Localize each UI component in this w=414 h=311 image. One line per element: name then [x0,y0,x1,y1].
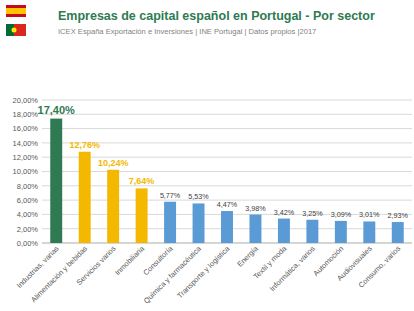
y-tick-label: 8,00% [17,182,39,191]
data-label: 7,64% [129,176,155,186]
x-axis: Industrias, variasAlimentación y bebidas… [15,243,403,305]
bar [50,119,62,243]
data-label: 10,24% [98,158,129,168]
data-label: 17,40% [38,104,76,116]
y-tick-label: 2,00% [17,225,39,234]
data-label: 4,47% [217,200,238,209]
flag-es [6,5,26,8]
flag-es [6,8,26,14]
y-tick-label: 16,00% [13,124,39,133]
data-label: 3,42% [274,208,295,217]
data-label: 3,01% [359,210,380,219]
data-label: 3,25% [302,209,323,218]
data-label: 12,76% [69,140,100,150]
bar [392,222,404,243]
y-tick-label: 14,00% [13,139,39,148]
grid [42,100,412,243]
grid-line [42,114,412,115]
bar [221,211,233,243]
grid-line [42,185,412,186]
x-tick-label: Informática, varios [268,244,317,293]
bar [363,221,375,243]
y-tick-label: 6,00% [17,196,39,205]
data-label: 5,77% [160,191,181,200]
y-tick-label: 4,00% [17,210,39,219]
x-tick-label: Transporte y logística [175,243,232,300]
flag-pt [12,28,17,33]
y-tick-label: 0,00% [17,239,39,248]
flags [6,5,26,36]
subtitle: ICEX España Exportación e Inversiones | … [58,27,316,36]
y-tick-label: 20,00% [13,96,39,105]
bar [193,203,205,243]
data-label: 3,09% [331,210,352,219]
chart: Empresas de capital español en Portugal … [0,0,414,311]
grid-line [42,128,412,129]
y-tick-label: 12,00% [13,153,39,162]
x-tick-label: Servicios varios [75,244,118,287]
flag-es [6,14,26,17]
title: Empresas de capital español en Portugal … [58,9,375,23]
bar [107,170,119,243]
bar [79,152,91,243]
page: {"chart_data": { "type": "bar", "title":… [0,0,414,311]
x-tick-label: Consumo, varios [357,244,403,290]
grid-line [42,171,412,172]
bar [335,221,347,243]
bar [249,215,261,243]
y-tick-label: 18,00% [13,110,39,119]
y-axis: 0,00% 2,00% 4,00% 6,00% 8,00% 10,00% 12,00% 14,… [13,96,39,248]
y-tick-label: 10,00% [13,167,39,176]
bars [50,119,403,243]
data-label: 2,93% [388,211,409,220]
data-labels: 17,40% 12,76% 10,24%7,64% 5,77% 5,53% 4,47% 3,… [38,104,409,220]
data-label: 5,53% [188,192,209,201]
x-tick-label: Energía [235,243,260,268]
bar [278,219,290,243]
data-label: 3,98% [245,204,266,213]
bar [136,188,148,243]
grid-line [42,100,412,101]
bar [164,202,176,243]
bar [306,220,318,243]
